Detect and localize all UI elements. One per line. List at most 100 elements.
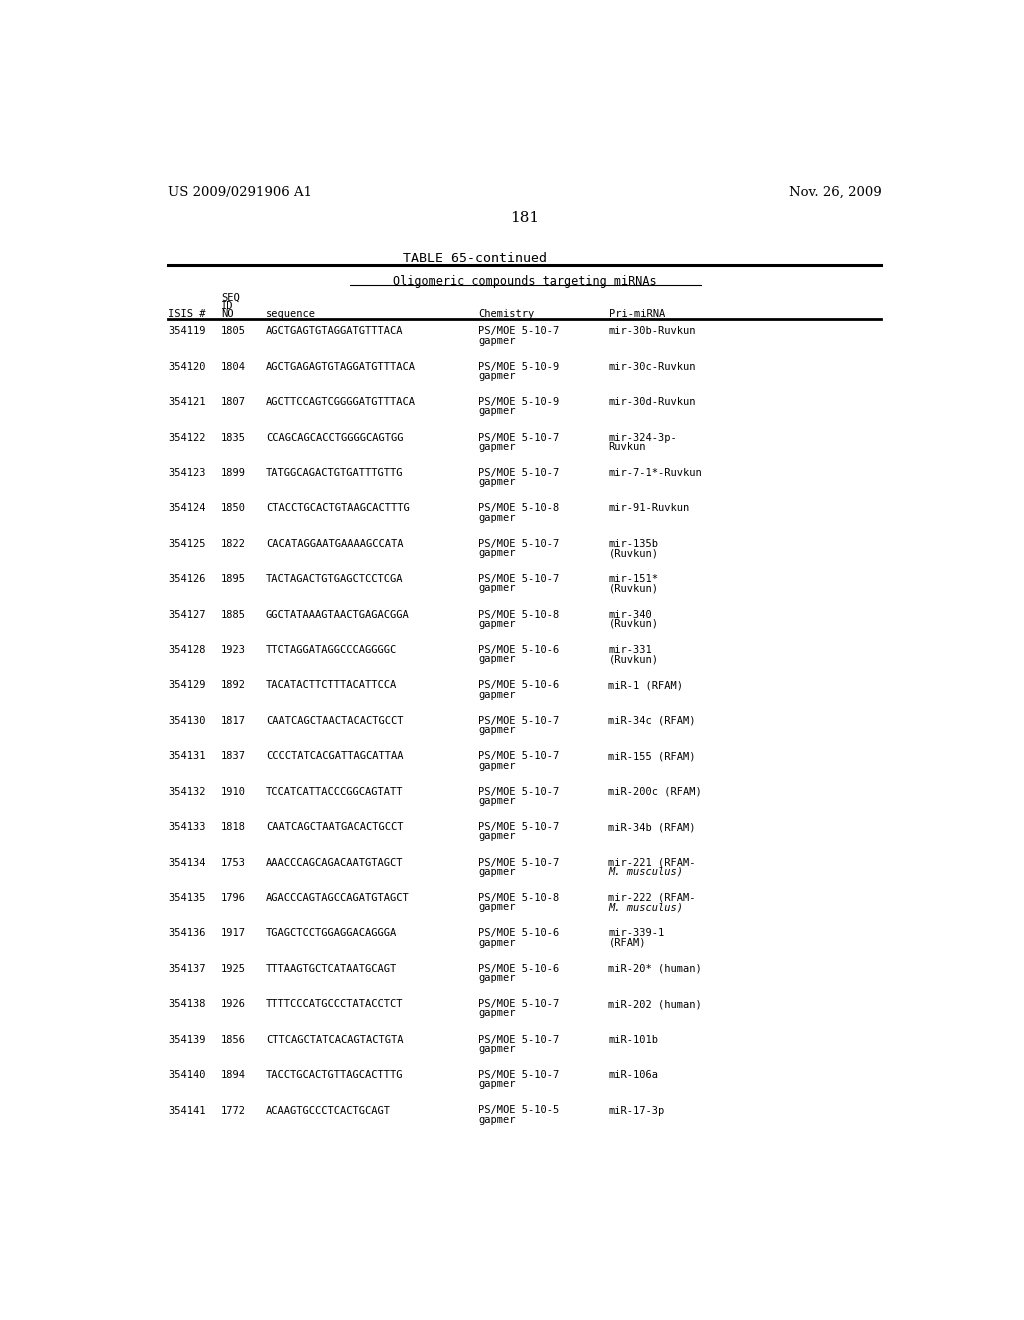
Text: mir-221 (RFAM-: mir-221 (RFAM- <box>608 858 696 867</box>
Text: PS/MOE 5-10-7: PS/MOE 5-10-7 <box>478 574 559 585</box>
Text: TATGGCAGACTGTGATTTGTTG: TATGGCAGACTGTGATTTGTTG <box>266 469 403 478</box>
Text: TACTAGACTGTGAGCTCCTCGA: TACTAGACTGTGAGCTCCTCGA <box>266 574 403 585</box>
Text: PS/MOE 5-10-7: PS/MOE 5-10-7 <box>478 433 559 442</box>
Text: gapmer: gapmer <box>478 619 516 628</box>
Text: 1925: 1925 <box>221 964 246 974</box>
Text: ACAAGTGCCCTCACTGCAGT: ACAAGTGCCCTCACTGCAGT <box>266 1106 391 1115</box>
Text: CACATAGGAATGAAAAGCCATA: CACATAGGAATGAAAAGCCATA <box>266 539 403 549</box>
Text: PS/MOE 5-10-7: PS/MOE 5-10-7 <box>478 469 559 478</box>
Text: 1895: 1895 <box>221 574 246 585</box>
Text: 354123: 354123 <box>168 469 206 478</box>
Text: mir-7-1*-Ruvkun: mir-7-1*-Ruvkun <box>608 469 702 478</box>
Text: Chemistry: Chemistry <box>478 309 535 319</box>
Text: CTACCTGCACTGTAAGCACTTTG: CTACCTGCACTGTAAGCACTTTG <box>266 503 410 513</box>
Text: 354120: 354120 <box>168 362 206 372</box>
Text: 1804: 1804 <box>221 362 246 372</box>
Text: 354124: 354124 <box>168 503 206 513</box>
Text: M. musculus): M. musculus) <box>608 867 683 876</box>
Text: 1923: 1923 <box>221 645 246 655</box>
Text: TACCTGCACTGTTAGCACTTTG: TACCTGCACTGTTAGCACTTTG <box>266 1071 403 1080</box>
Text: SEQ: SEQ <box>221 293 240 302</box>
Text: miR-106a: miR-106a <box>608 1071 658 1080</box>
Text: PS/MOE 5-10-7: PS/MOE 5-10-7 <box>478 539 559 549</box>
Text: 1817: 1817 <box>221 715 246 726</box>
Text: sequence: sequence <box>266 309 316 319</box>
Text: TTCTAGGATAGGCCCAGGGGC: TTCTAGGATAGGCCCAGGGGC <box>266 645 397 655</box>
Text: AGCTTCCAGTCGGGGATGTTTACA: AGCTTCCAGTCGGGGATGTTTACA <box>266 397 416 407</box>
Text: 1835: 1835 <box>221 433 246 442</box>
Text: gapmer: gapmer <box>478 371 516 381</box>
Text: miR-20* (human): miR-20* (human) <box>608 964 702 974</box>
Text: PS/MOE 5-10-7: PS/MOE 5-10-7 <box>478 787 559 797</box>
Text: PS/MOE 5-10-7: PS/MOE 5-10-7 <box>478 858 559 867</box>
Text: 354135: 354135 <box>168 892 206 903</box>
Text: TABLE 65-continued: TABLE 65-continued <box>403 252 547 265</box>
Text: PS/MOE 5-10-7: PS/MOE 5-10-7 <box>478 999 559 1010</box>
Text: AGCTGAGAGTGTAGGATGTTTACA: AGCTGAGAGTGTAGGATGTTTACA <box>266 362 416 372</box>
Text: TTTAAGTGCTCATAATGCAGT: TTTAAGTGCTCATAATGCAGT <box>266 964 397 974</box>
Text: PS/MOE 5-10-8: PS/MOE 5-10-8 <box>478 610 559 619</box>
Text: 1753: 1753 <box>221 858 246 867</box>
Text: PS/MOE 5-10-7: PS/MOE 5-10-7 <box>478 751 559 762</box>
Text: PS/MOE 5-10-9: PS/MOE 5-10-9 <box>478 362 559 372</box>
Text: miR-155 (RFAM): miR-155 (RFAM) <box>608 751 696 762</box>
Text: AAACCCAGCAGACAATGTAGCT: AAACCCAGCAGACAATGTAGCT <box>266 858 403 867</box>
Text: gapmer: gapmer <box>478 478 516 487</box>
Text: PS/MOE 5-10-7: PS/MOE 5-10-7 <box>478 1035 559 1044</box>
Text: 1807: 1807 <box>221 397 246 407</box>
Text: mir-222 (RFAM-: mir-222 (RFAM- <box>608 892 696 903</box>
Text: miR-202 (human): miR-202 (human) <box>608 999 702 1010</box>
Text: 354132: 354132 <box>168 787 206 797</box>
Text: 1772: 1772 <box>221 1106 246 1115</box>
Text: AGCTGAGTGTAGGATGTTTACA: AGCTGAGTGTAGGATGTTTACA <box>266 326 403 337</box>
Text: 1818: 1818 <box>221 822 246 832</box>
Text: gapmer: gapmer <box>478 725 516 735</box>
Text: 1892: 1892 <box>221 681 246 690</box>
Text: 354130: 354130 <box>168 715 206 726</box>
Text: PS/MOE 5-10-7: PS/MOE 5-10-7 <box>478 822 559 832</box>
Text: 1910: 1910 <box>221 787 246 797</box>
Text: (Ruvkun): (Ruvkun) <box>608 619 658 628</box>
Text: gapmer: gapmer <box>478 937 516 948</box>
Text: Pri-miRNA: Pri-miRNA <box>608 309 665 319</box>
Text: 1899: 1899 <box>221 469 246 478</box>
Text: 354126: 354126 <box>168 574 206 585</box>
Text: 354129: 354129 <box>168 681 206 690</box>
Text: 1796: 1796 <box>221 892 246 903</box>
Text: CTTCAGCTATCACAGTACTGTA: CTTCAGCTATCACAGTACTGTA <box>266 1035 403 1044</box>
Text: Oligomeric compounds targeting miRNAs: Oligomeric compounds targeting miRNAs <box>393 276 656 289</box>
Text: miR-34c (RFAM): miR-34c (RFAM) <box>608 715 696 726</box>
Text: Nov. 26, 2009: Nov. 26, 2009 <box>788 186 882 199</box>
Text: 354119: 354119 <box>168 326 206 337</box>
Text: gapmer: gapmer <box>478 1008 516 1019</box>
Text: mir-135b: mir-135b <box>608 539 658 549</box>
Text: PS/MOE 5-10-6: PS/MOE 5-10-6 <box>478 928 559 939</box>
Text: 181: 181 <box>510 211 540 224</box>
Text: CAATCAGCTAATGACACTGCCT: CAATCAGCTAATGACACTGCCT <box>266 822 403 832</box>
Text: gapmer: gapmer <box>478 760 516 771</box>
Text: gapmer: gapmer <box>478 1114 516 1125</box>
Text: miR-1 (RFAM): miR-1 (RFAM) <box>608 681 683 690</box>
Text: gapmer: gapmer <box>478 1080 516 1089</box>
Text: gapmer: gapmer <box>478 867 516 876</box>
Text: mir-30c-Ruvkun: mir-30c-Ruvkun <box>608 362 696 372</box>
Text: (RFAM): (RFAM) <box>608 937 646 948</box>
Text: (Ruvkun): (Ruvkun) <box>608 583 658 594</box>
Text: ID: ID <box>221 301 233 310</box>
Text: 1822: 1822 <box>221 539 246 549</box>
Text: 354122: 354122 <box>168 433 206 442</box>
Text: 354121: 354121 <box>168 397 206 407</box>
Text: gapmer: gapmer <box>478 796 516 807</box>
Text: 354134: 354134 <box>168 858 206 867</box>
Text: 354138: 354138 <box>168 999 206 1010</box>
Text: mir-340: mir-340 <box>608 610 652 619</box>
Text: gapmer: gapmer <box>478 903 516 912</box>
Text: NO: NO <box>221 309 233 319</box>
Text: Ruvkun: Ruvkun <box>608 442 646 451</box>
Text: 1894: 1894 <box>221 1071 246 1080</box>
Text: gapmer: gapmer <box>478 973 516 983</box>
Text: gapmer: gapmer <box>478 1044 516 1053</box>
Text: 1850: 1850 <box>221 503 246 513</box>
Text: 354125: 354125 <box>168 539 206 549</box>
Text: miR-34b (RFAM): miR-34b (RFAM) <box>608 822 696 832</box>
